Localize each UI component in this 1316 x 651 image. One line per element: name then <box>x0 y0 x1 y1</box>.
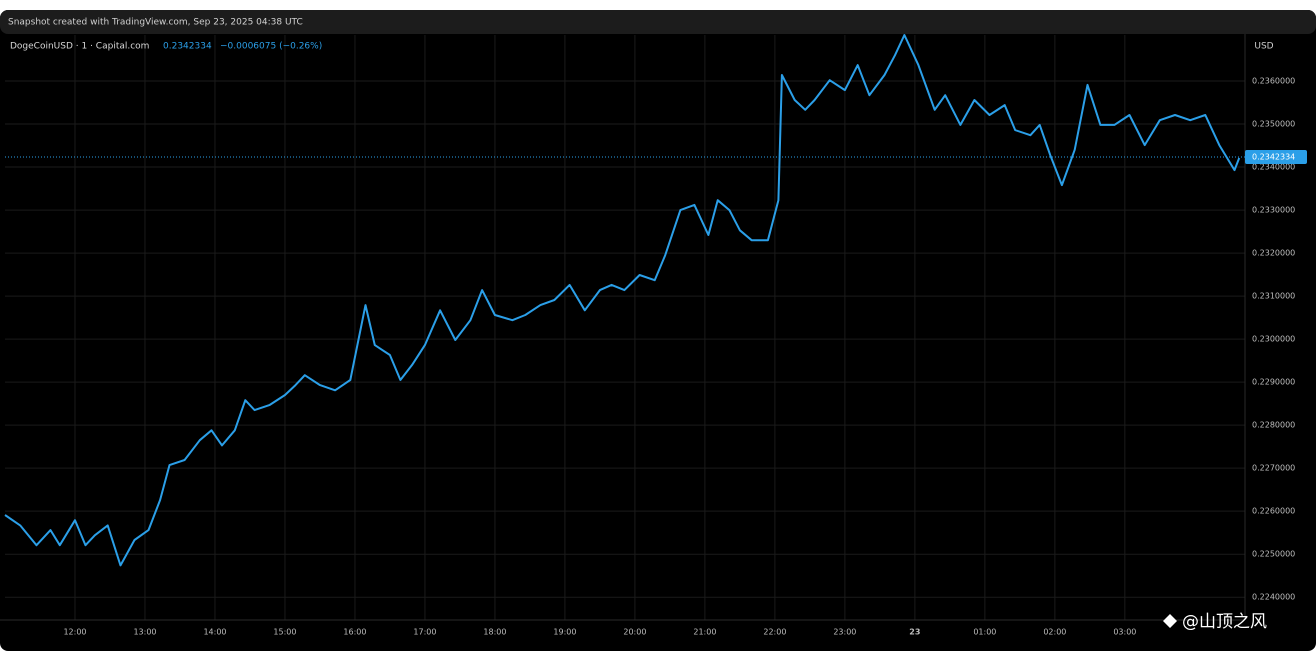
y-tick-label: 0.2310000 <box>1252 292 1295 301</box>
x-tick-label: 23:00 <box>833 628 856 637</box>
x-tick-label: 14:00 <box>203 628 226 637</box>
x-tick-label: 01:00 <box>973 628 996 637</box>
x-tick-label: 12:00 <box>63 628 86 637</box>
x-tick-label: 17:00 <box>413 628 436 637</box>
y-tick-label: 0.2250000 <box>1252 550 1295 559</box>
grid <box>5 35 1245 620</box>
x-tick-label: 20:00 <box>623 628 646 637</box>
y-tick-label: 0.2280000 <box>1252 421 1295 430</box>
y-tick-label: 0.2270000 <box>1252 464 1295 473</box>
y-tick-label: 0.2320000 <box>1252 249 1295 258</box>
y-tick-label: 0.2340000 <box>1252 163 1295 172</box>
y-tick-label: 0.2260000 <box>1252 507 1295 516</box>
x-tick-label: 22:00 <box>763 628 786 637</box>
y-tick-label: 0.2360000 <box>1252 77 1295 86</box>
watermark-text: @山顶之风 <box>1182 612 1267 632</box>
y-tick-label: 0.2240000 <box>1252 593 1295 602</box>
price-tag-label: 0.2342334 <box>1252 153 1295 162</box>
price-tag <box>1245 150 1307 165</box>
legend-change: −0.0006075 (−0.26%) <box>220 42 322 52</box>
x-tick-label: 23 <box>909 628 920 637</box>
top-bar <box>0 10 1316 34</box>
x-tick-label: 21:00 <box>693 628 716 637</box>
x-tick-label: 03:00 <box>1113 628 1136 637</box>
currency-label: USD <box>1254 42 1273 52</box>
y-tick-label: 0.2300000 <box>1252 335 1295 344</box>
frame <box>0 10 1316 651</box>
x-tick-label: 18:00 <box>483 628 506 637</box>
x-tick-label: 02:00 <box>1043 628 1066 637</box>
price-line <box>4 34 1241 567</box>
y-tick-label: 0.2330000 <box>1252 206 1295 215</box>
legend-price: 0.2342334 <box>163 42 212 52</box>
x-tick-label: 13:00 <box>133 628 156 637</box>
x-tick-label: 15:00 <box>273 628 296 637</box>
x-tick-label: 19:00 <box>553 628 576 637</box>
x-tick-label: 16:00 <box>343 628 366 637</box>
snapshot-text: Snapshot created with TradingView.com, S… <box>8 18 303 28</box>
y-tick-label: 0.2290000 <box>1252 378 1295 387</box>
legend-title: DogeCoinUSD · 1 · Capital.com <box>10 42 149 52</box>
y-tick-label: 0.2350000 <box>1252 120 1295 129</box>
watermark-logo <box>1163 614 1177 628</box>
watermark: @山顶之风 <box>1163 612 1267 632</box>
